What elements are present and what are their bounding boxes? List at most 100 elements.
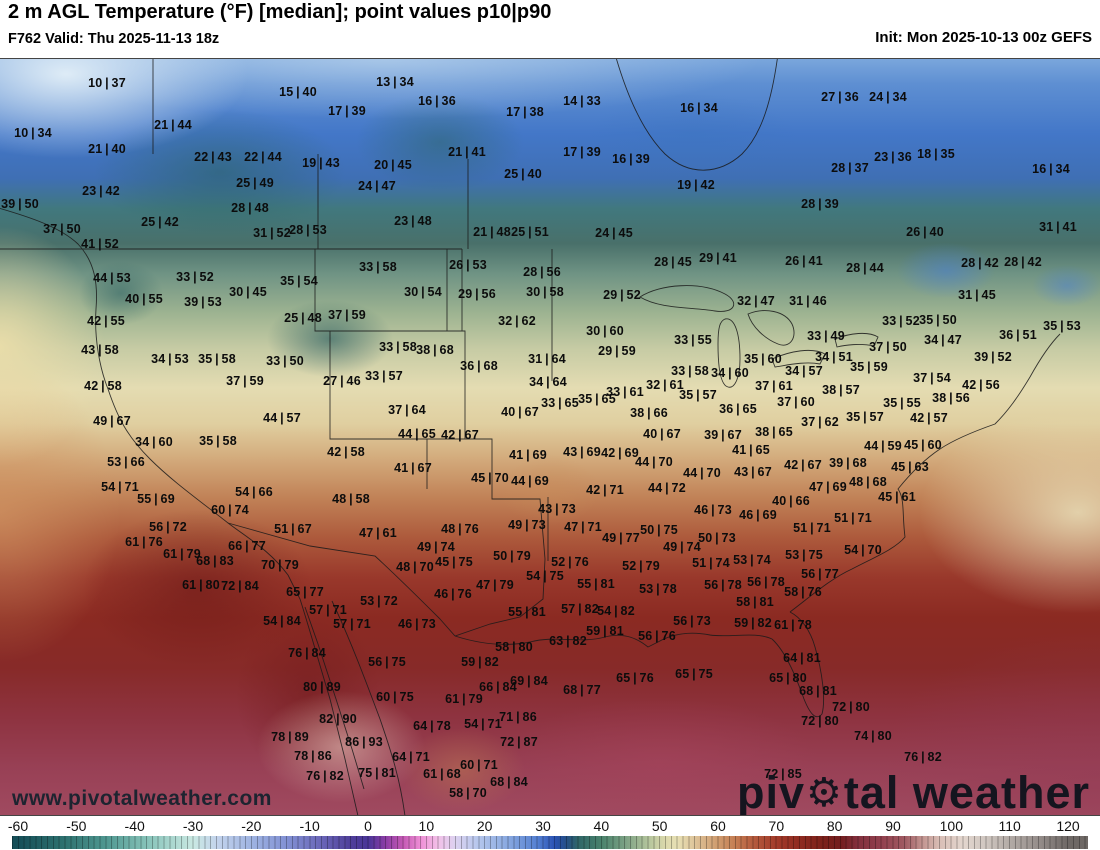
point-value-label: 48 | 70 <box>396 560 434 574</box>
point-value-label: 50 | 73 <box>698 531 736 545</box>
point-value-label: 44 | 70 <box>635 455 673 469</box>
colorbar-tick-label: 60 <box>710 818 726 834</box>
point-value-label: 74 | 80 <box>854 729 892 743</box>
point-value-label: 30 | 58 <box>526 285 564 299</box>
point-value-label: 44 | 70 <box>683 466 721 480</box>
point-value-label: 24 | 47 <box>358 179 396 193</box>
point-value-label: 55 | 81 <box>508 605 546 619</box>
point-value-label: 22 | 43 <box>194 150 232 164</box>
point-value-label: 44 | 59 <box>864 439 902 453</box>
point-value-label: 86 | 93 <box>345 735 383 749</box>
point-value-label: 21 | 41 <box>448 145 486 159</box>
point-value-label: 48 | 68 <box>849 475 887 489</box>
point-value-label: 52 | 76 <box>551 555 589 569</box>
point-value-label: 61 | 76 <box>125 535 163 549</box>
point-value-label: 15 | 40 <box>279 85 317 99</box>
point-value-label: 41 | 52 <box>81 237 119 251</box>
point-value-label: 34 | 57 <box>785 364 823 378</box>
point-value-label: 26 | 41 <box>785 254 823 268</box>
point-value-label: 65 | 75 <box>675 667 713 681</box>
point-value-label: 55 | 81 <box>577 577 615 591</box>
point-value-label: 40 | 66 <box>772 494 810 508</box>
point-value-label: 36 | 65 <box>719 402 757 416</box>
point-value-label: 54 | 71 <box>101 480 139 494</box>
point-value-label: 34 | 64 <box>529 375 567 389</box>
colorbar-tick-label: 110 <box>998 818 1021 834</box>
point-value-label: 25 | 42 <box>141 215 179 229</box>
point-value-label: 72 | 80 <box>801 714 839 728</box>
point-value-label: 47 | 71 <box>564 520 602 534</box>
point-value-label: 40 | 67 <box>643 427 681 441</box>
colorbar-tick-label: -10 <box>299 818 320 834</box>
point-value-label: 76 | 84 <box>288 646 326 660</box>
point-value-label: 41 | 69 <box>509 448 547 462</box>
point-value-label: 37 | 62 <box>801 415 839 429</box>
point-value-label: 23 | 36 <box>874 150 912 164</box>
point-value-label: 21 | 44 <box>154 118 192 132</box>
point-value-label: 31 | 64 <box>528 352 566 366</box>
colorbar-tick-label: -30 <box>182 818 204 834</box>
point-value-label: 38 | 56 <box>932 391 970 405</box>
point-value-label: 35 | 53 <box>1043 319 1081 333</box>
point-value-label: 32 | 47 <box>737 294 775 308</box>
colorbar-tick-label: 10 <box>418 818 435 834</box>
point-value-label: 19 | 43 <box>302 156 340 170</box>
point-value-label: 17 | 39 <box>328 104 366 118</box>
point-value-label: 53 | 66 <box>107 455 145 469</box>
point-value-label: 68 | 83 <box>196 554 234 568</box>
logo-text-right: tal weather <box>843 767 1090 816</box>
temperature-colorbar <box>12 836 1088 849</box>
colorbar-tick-label: -50 <box>66 818 87 834</box>
point-value-label: 51 | 71 <box>793 521 831 535</box>
point-value-label: 47 | 79 <box>476 578 514 592</box>
point-value-label: 58 | 81 <box>736 595 774 609</box>
point-value-label: 14 | 33 <box>563 94 601 108</box>
point-value-label: 53 | 75 <box>785 548 823 562</box>
watermark-url: www.pivotalweather.com <box>12 787 272 810</box>
point-value-label: 61 | 79 <box>445 692 483 706</box>
colorbar-tick-label: 70 <box>768 818 785 834</box>
point-value-label: 21 | 40 <box>88 142 126 156</box>
point-value-label: 38 | 68 <box>416 343 454 357</box>
point-value-label: 43 | 73 <box>538 502 576 516</box>
point-value-label: 33 | 49 <box>807 329 845 343</box>
colorbar-tick-label: 20 <box>476 818 493 834</box>
point-value-label: 64 | 78 <box>413 719 451 733</box>
point-value-label: 36 | 68 <box>460 359 498 373</box>
point-value-label: 10 | 34 <box>14 126 52 140</box>
point-value-label: 28 | 42 <box>1004 255 1042 269</box>
point-value-label: 44 | 72 <box>648 481 686 495</box>
point-value-label: 59 | 82 <box>461 655 499 669</box>
point-value-label: 43 | 69 <box>563 445 601 459</box>
point-value-label: 10 | 37 <box>88 76 126 90</box>
point-value-label: 13 | 34 <box>376 75 414 89</box>
point-value-label: 57 | 71 <box>309 603 347 617</box>
map-header: 2 m AGL Temperature (°F) [median]; point… <box>0 0 1100 58</box>
point-value-label: 37 | 50 <box>869 340 907 354</box>
point-value-label: 38 | 57 <box>822 383 860 397</box>
point-value-label: 33 | 58 <box>671 364 709 378</box>
point-value-label: 64 | 71 <box>392 750 430 764</box>
point-value-label: 70 | 79 <box>261 558 299 572</box>
point-value-label: 33 | 58 <box>359 260 397 274</box>
point-value-label: 69 | 84 <box>510 674 548 688</box>
point-value-label: 57 | 82 <box>561 602 599 616</box>
point-value-label: 47 | 69 <box>809 480 847 494</box>
point-value-label: 34 | 60 <box>711 366 749 380</box>
point-value-label: 16 | 34 <box>1032 162 1070 176</box>
point-value-label: 18 | 35 <box>917 147 955 161</box>
point-value-label: 28 | 48 <box>231 201 269 215</box>
point-value-label: 31 | 45 <box>958 288 996 302</box>
point-value-label: 42 | 58 <box>84 379 122 393</box>
valid-time-label: F762 Valid: Thu 2025-11-13 18z <box>8 31 220 47</box>
point-value-label: 46 | 73 <box>398 617 436 631</box>
point-value-label: 42 | 56 <box>962 378 1000 392</box>
point-value-label: 58 | 70 <box>449 786 487 800</box>
point-value-label: 44 | 65 <box>398 427 436 441</box>
point-value-label: 42 | 57 <box>910 411 948 425</box>
point-value-label: 36 | 51 <box>999 328 1037 342</box>
point-value-label: 24 | 34 <box>869 90 907 104</box>
point-value-label: 29 | 59 <box>598 344 636 358</box>
point-value-label: 65 | 80 <box>769 671 807 685</box>
